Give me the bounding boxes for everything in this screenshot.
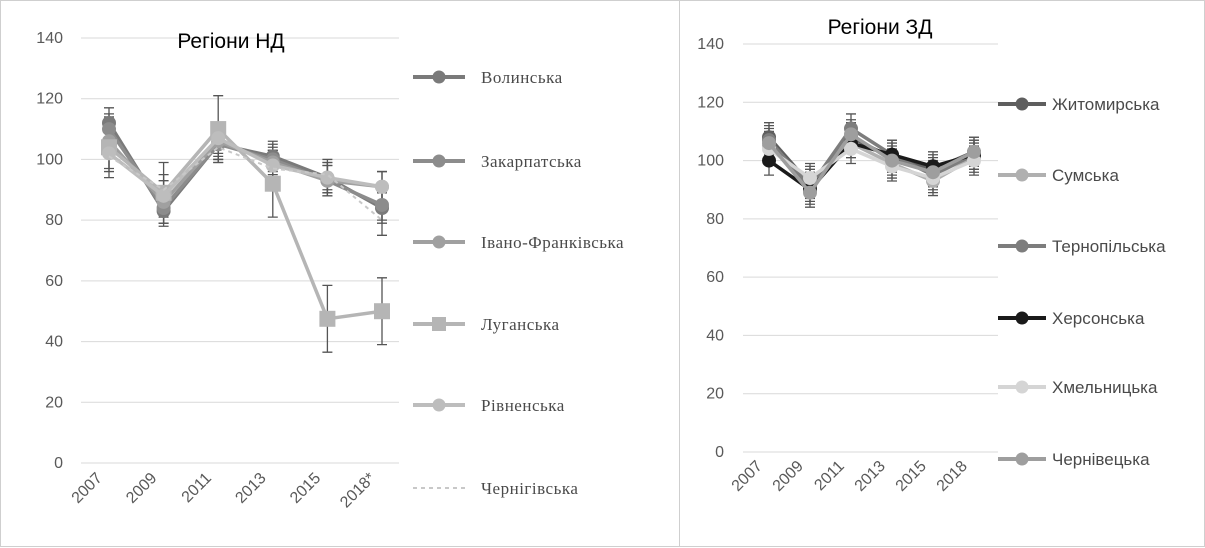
x-tick-label: 2013 — [232, 470, 269, 507]
chart-panel-zd: 0 20 40 60 80 100 120 140 2007 2009 2011 2013 2015 20… — [679, 0, 1205, 547]
x-tick-label: 2015 — [287, 470, 324, 507]
legend-marker — [432, 70, 446, 84]
data-point — [375, 179, 389, 194]
data-point — [762, 153, 776, 168]
y-tick-label: 40 — [45, 334, 63, 351]
x-tick-label: 2007 — [729, 458, 766, 495]
data-point — [319, 310, 336, 327]
data-point — [803, 185, 817, 200]
data-point — [102, 146, 116, 161]
data-point — [374, 303, 390, 320]
data-point — [762, 136, 776, 151]
legend-label: Луганська — [481, 315, 560, 334]
legend-marker — [1015, 311, 1029, 325]
y-tick-label: 60 — [45, 273, 63, 290]
x-tick-label: 2011 — [811, 458, 847, 494]
data-point — [156, 188, 171, 203]
legend-marker — [432, 398, 446, 412]
y-tick-label: 80 — [706, 211, 724, 228]
series-line — [767, 132, 975, 195]
legend-marker — [1015, 380, 1029, 394]
legend-marker — [1015, 97, 1029, 111]
legend-marker — [432, 317, 446, 331]
chart-zd: 0 20 40 60 80 100 120 140 2007 2009 2011 2013 2015 20… — [697, 16, 1166, 495]
x-tick-label: 2007 — [69, 470, 106, 507]
legend-marker — [432, 154, 446, 168]
chart-title: Регіони НД — [177, 30, 284, 53]
series-line — [107, 136, 383, 198]
data-point — [885, 153, 899, 168]
x-tick-label: 2018* — [337, 470, 379, 512]
data-point — [265, 158, 280, 173]
series-line — [107, 122, 383, 213]
y-tick-label: 0 — [715, 444, 724, 461]
legend-label: Хмельницька — [1052, 378, 1158, 397]
legend-marker — [1015, 168, 1029, 182]
y-tick-label: 120 — [36, 91, 63, 108]
x-tick-label: 2013 — [852, 458, 889, 495]
data-point — [211, 131, 226, 146]
x-tick-label: 2011 — [179, 470, 215, 506]
legend-label: Закарпатська — [481, 152, 582, 171]
series-line — [107, 128, 383, 210]
legend-marker — [1015, 239, 1029, 253]
legend-label: Тернопільська — [1052, 237, 1166, 256]
y-tick-label: 20 — [45, 394, 63, 411]
x-tick-label: 2018 — [934, 458, 971, 495]
y-tick-label: 40 — [706, 327, 724, 344]
x-tick-label: 2015 — [893, 458, 930, 495]
legend-label: Сумська — [1052, 166, 1119, 185]
y-tick-label: 140 — [36, 30, 63, 47]
y-tick-label: 120 — [697, 94, 724, 111]
legend-label: Волинська — [481, 68, 563, 87]
x-tick-label: 2009 — [770, 458, 807, 495]
data-point — [320, 170, 335, 185]
data-point — [803, 171, 817, 186]
y-tick-label: 0 — [54, 455, 63, 472]
series-line — [767, 147, 975, 180]
legend-marker — [1015, 452, 1029, 466]
legend-label: Чернівецька — [1052, 450, 1150, 469]
data-point — [926, 165, 940, 180]
series-line — [107, 127, 383, 321]
y-tick-label: 80 — [45, 212, 63, 229]
y-tick-label: 140 — [697, 36, 724, 53]
y-tick-label: 60 — [706, 269, 724, 286]
y-tick-label: 20 — [706, 386, 724, 403]
legend-label: Херсонська — [1052, 309, 1145, 328]
legend-marker — [432, 235, 446, 249]
y-tick-label: 100 — [36, 151, 63, 168]
legend-label: Івано-Франківська — [481, 233, 624, 252]
data-point — [102, 122, 116, 137]
legend-label: Рівненська — [481, 396, 565, 415]
legend-label: Чернігівська — [481, 479, 578, 498]
series-line — [108, 146, 383, 221]
chart-nd: 0 20 40 60 80 100 120 140 2007 2009 2011 2013 2015 20… — [36, 30, 624, 512]
legend-label: Житомирська — [1052, 95, 1160, 114]
y-tick-label: 100 — [697, 153, 724, 170]
data-point — [967, 144, 981, 159]
data-point — [375, 197, 389, 212]
chart-title: Регіони ЗД — [828, 16, 933, 39]
data-point — [844, 127, 858, 142]
chart-panel-nd: 0 20 40 60 80 100 120 140 2007 2009 2011 2013 2015 20… — [0, 0, 680, 547]
data-point — [844, 141, 858, 156]
data-point — [264, 175, 281, 192]
x-tick-label: 2009 — [123, 470, 160, 507]
